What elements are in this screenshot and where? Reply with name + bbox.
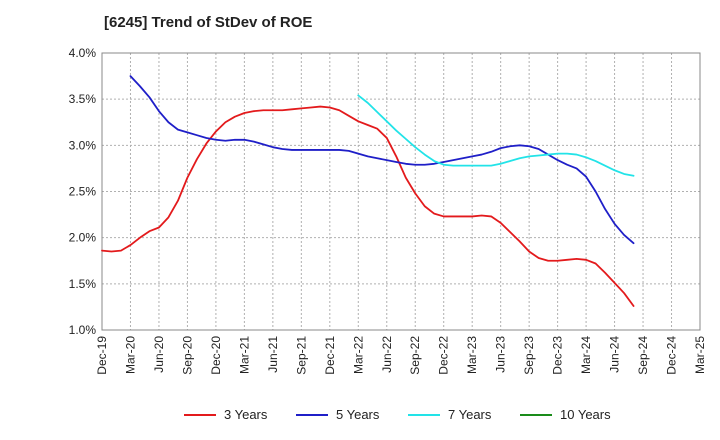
- plot-frame: [101, 52, 701, 331]
- x-tick-label: Dec-22: [437, 336, 451, 375]
- legend-label-5-years: 5 Years: [336, 407, 380, 422]
- y-tick-label: 3.0%: [69, 138, 97, 152]
- x-tick-label: Mar-23: [465, 336, 479, 374]
- x-tick-label: Dec-21: [323, 336, 337, 375]
- y-tick-label: 1.5%: [69, 277, 97, 291]
- x-tick-label: Mar-25: [693, 336, 707, 374]
- x-tick-label: Mar-20: [123, 336, 137, 374]
- x-tick-label: Dec-24: [665, 336, 679, 375]
- legend-label-10-years: 10 Years: [560, 407, 611, 422]
- x-tick-label: Sep-20: [180, 336, 194, 375]
- y-tick-label: 3.5%: [69, 92, 97, 106]
- x-tick-label: Sep-22: [408, 336, 422, 375]
- x-tick-label: Mar-22: [351, 336, 365, 374]
- x-tick-label: Jun-22: [380, 336, 394, 373]
- series-line-3-years: [101, 105, 635, 307]
- y-tick-label: 2.0%: [69, 231, 97, 245]
- legend-label-3-years: 3 Years: [224, 407, 268, 422]
- x-tick-label: Dec-20: [209, 336, 223, 375]
- x-tick-label: Jun-23: [494, 336, 508, 373]
- x-tick-label: Sep-24: [636, 336, 650, 375]
- x-tick-label: Sep-21: [294, 336, 308, 375]
- x-tick-label: Jun-20: [152, 336, 166, 373]
- legend-label-7-years: 7 Years: [448, 407, 492, 422]
- y-tick-label: 1.0%: [69, 323, 97, 337]
- x-tick-label: Mar-24: [579, 336, 593, 374]
- x-tick-label: Mar-21: [237, 336, 251, 374]
- series-line-7-years: [357, 94, 635, 177]
- x-tick-label: Jun-21: [266, 336, 280, 373]
- x-tick-label: Dec-19: [95, 336, 109, 375]
- plot-area: [102, 53, 700, 330]
- chart-title: [6245] Trend of StDev of ROE: [104, 14, 313, 31]
- series-line-5-years: [129, 75, 635, 245]
- x-tick-label: Dec-23: [551, 336, 565, 375]
- x-tick-label: Jun-24: [608, 336, 622, 373]
- x-tick-label: Sep-23: [522, 336, 536, 375]
- y-tick-label: 2.5%: [69, 185, 97, 199]
- y-tick-label: 4.0%: [69, 46, 97, 60]
